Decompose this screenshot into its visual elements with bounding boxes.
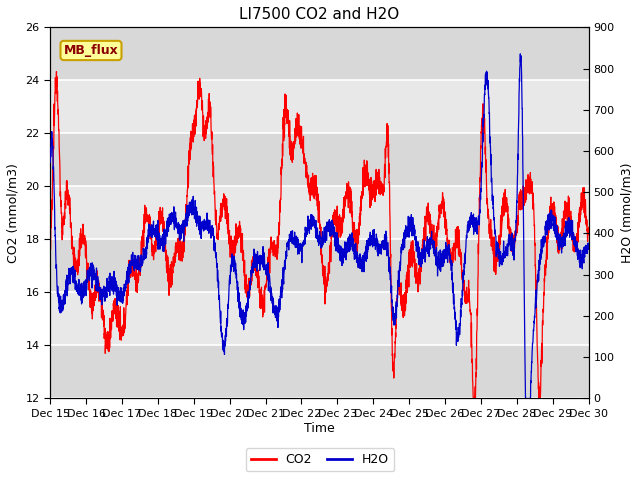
Legend: CO2, H2O: CO2, H2O	[246, 448, 394, 471]
Bar	[50, 186, 589, 240]
Bar	[50, 240, 589, 292]
Bar	[50, 80, 589, 133]
Y-axis label: H2O (mmol/m3): H2O (mmol/m3)	[620, 163, 633, 263]
Bar	[50, 27, 589, 80]
Bar	[50, 292, 589, 346]
Title: LI7500 CO2 and H2O: LI7500 CO2 and H2O	[239, 7, 399, 22]
Bar	[50, 133, 589, 186]
Text: MB_flux: MB_flux	[63, 44, 118, 57]
X-axis label: Time: Time	[304, 421, 335, 435]
Y-axis label: CO2 (mmol/m3): CO2 (mmol/m3)	[7, 163, 20, 263]
Bar	[50, 346, 589, 398]
